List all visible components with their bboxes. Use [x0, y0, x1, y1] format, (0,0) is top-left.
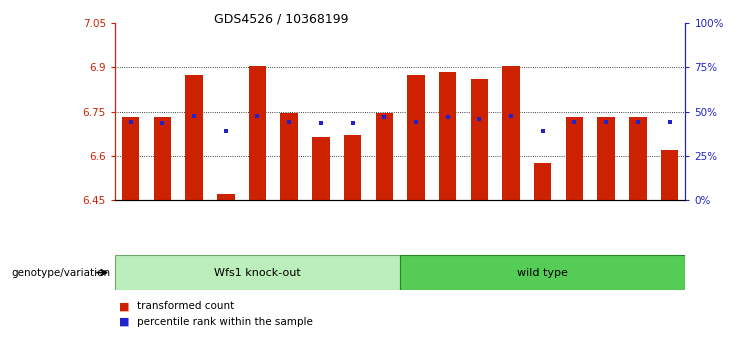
Text: wild type: wild type — [517, 268, 568, 278]
Bar — [661, 150, 678, 200]
Bar — [115, 255, 400, 290]
Bar — [597, 118, 615, 200]
Bar — [471, 79, 488, 200]
Bar — [249, 66, 266, 200]
Bar — [566, 118, 583, 200]
Bar — [185, 75, 203, 200]
Bar — [281, 113, 298, 200]
Bar — [534, 163, 551, 200]
Bar — [122, 118, 139, 200]
Text: ■: ■ — [119, 301, 129, 311]
Text: Wfs1 knock-out: Wfs1 knock-out — [214, 268, 301, 278]
Bar — [344, 135, 362, 200]
Text: GDS4526 / 10368199: GDS4526 / 10368199 — [214, 12, 349, 25]
Bar — [400, 255, 685, 290]
Text: percentile rank within the sample: percentile rank within the sample — [137, 317, 313, 327]
Bar — [217, 194, 234, 200]
Bar — [153, 118, 171, 200]
Bar — [312, 137, 330, 200]
Bar — [629, 118, 647, 200]
Bar — [502, 66, 519, 200]
Text: genotype/variation: genotype/variation — [11, 268, 110, 278]
Bar — [376, 113, 393, 200]
Text: transformed count: transformed count — [137, 301, 234, 311]
Bar — [439, 72, 456, 200]
Bar — [408, 75, 425, 200]
Text: ■: ■ — [119, 317, 129, 327]
